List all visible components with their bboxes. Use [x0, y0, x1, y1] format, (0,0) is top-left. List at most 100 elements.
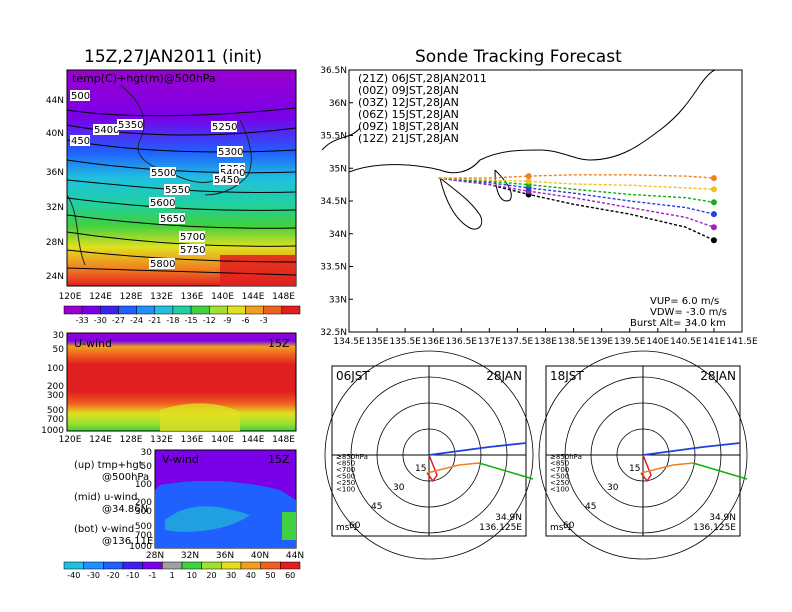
lon-tick-label: 135E: [366, 337, 389, 347]
param-vup: VUP= 6.0 m/s: [650, 296, 719, 307]
lat-tick-label: 28N: [46, 238, 64, 248]
note-up-2: @500hPa: [102, 472, 150, 483]
colorbar-tick-label: 50: [265, 571, 275, 580]
hodograph-time: 18JST: [550, 369, 584, 383]
legend-entry: (21Z) 06JST,28JAN2011: [358, 72, 487, 85]
hodograph-trace: [642, 442, 741, 456]
hodograph-ring: [538, 350, 748, 560]
hodograph-ring-label: 30: [607, 483, 619, 493]
lon-tick-label: 138E: [534, 337, 557, 347]
colorbar-swatch: [162, 561, 183, 570]
colorbar-swatch: [83, 561, 104, 570]
hodograph-ring-label: 45: [371, 502, 382, 512]
colorbar-tick-label: 1: [170, 571, 175, 580]
hodograph-trace: [426, 462, 480, 474]
lon-tick-label: 136E: [181, 435, 204, 445]
lon-tick-label: 137E: [478, 337, 501, 347]
contour-label-bg: [164, 184, 190, 195]
colorbar-tick-label: -27: [112, 316, 125, 325]
legend-entry: (03Z) 12JST,28JAN: [358, 96, 459, 109]
pressure-tick-label: 50: [141, 462, 153, 472]
track-endpoint: [710, 175, 717, 182]
lon-tick-label: 138.5E: [558, 337, 590, 347]
colorbar-swatch: [63, 561, 84, 570]
hodograph-level: <500: [550, 473, 569, 481]
lon-tick-label: 144E: [242, 292, 265, 302]
hodograph-ring-label: 15: [415, 464, 426, 474]
note-up-1: (up) tmp+hgt: [74, 460, 143, 471]
u-wind-label: U-wind: [74, 337, 112, 350]
lat-tick-label: 34.5N: [320, 197, 347, 207]
colorbar-swatch: [208, 305, 228, 315]
contour-label: 5550: [165, 185, 190, 196]
u-wind-panel: [66, 332, 297, 432]
hodograph-lat: 34.9N: [709, 513, 736, 523]
track-line: [438, 177, 714, 190]
colorbar-swatch: [263, 305, 283, 315]
pressure-tick-label: 200: [135, 498, 152, 508]
track-endpoint: [710, 237, 717, 244]
lat-tick-label: 28N: [146, 551, 164, 561]
lat-tick-label: 36N: [216, 551, 234, 561]
colorbar-swatch: [122, 561, 143, 570]
contour-label: 5300: [218, 147, 243, 158]
note-bot-2: @136.11E: [102, 536, 154, 547]
track-line: [438, 177, 715, 204]
track-endpoint: [710, 224, 717, 231]
hodograph-level: <100: [550, 486, 569, 494]
colorbar-swatch: [240, 561, 261, 570]
colorbar-swatch: [136, 305, 156, 315]
hodograph-level: ≥850hPa: [550, 453, 582, 461]
hodograph-lat: 34.9N: [495, 513, 522, 523]
contour-label: 450: [71, 136, 90, 147]
colorbar-swatch: [221, 561, 242, 570]
colorbar-tick-label: -30: [87, 571, 100, 580]
lon-tick-label: 140E: [211, 435, 234, 445]
top-map-label: temp(C)+hgt(m)@500hPa: [72, 72, 216, 85]
hodograph-level: <700: [550, 466, 569, 474]
lon-tick-label: 136E: [422, 337, 445, 347]
pressure-tick-label: 50: [53, 345, 65, 355]
hodograph-ring-label: 30: [393, 483, 405, 493]
contour-labels: 5400535052505300550053505400545055505600…: [70, 90, 245, 270]
param-vdw: VDW= -3.0 m/s: [650, 307, 727, 318]
hodograph-ring-label: 45: [585, 502, 596, 512]
v-wind-colorbar: -40 -30 -20 -10 -1 1 10 20 30 40 50 60: [63, 561, 301, 580]
lon-tick-label: 136.5E: [446, 337, 478, 347]
hodograph-trace: [478, 462, 534, 480]
contour-label-bg: [150, 167, 176, 178]
track-burst-point: [525, 178, 532, 185]
colorbar-swatch: [100, 305, 119, 315]
lat-tick-label: 34N: [329, 230, 347, 240]
contour-label: 500: [71, 91, 90, 102]
lon-tick-label: 148E: [272, 292, 295, 302]
colorbar-swatch: [260, 561, 281, 570]
pressure-tick-label: 300: [47, 391, 64, 401]
contour-label-bg: [149, 197, 175, 208]
track-endpoint: [710, 211, 717, 218]
contour-label: 5650: [160, 214, 185, 225]
hodograph-ring-label: 60: [349, 521, 361, 531]
colorbar-tick-label: 30: [226, 571, 236, 580]
v-wind-lat-ticks: 28N 32N 36N 40N 44N: [146, 551, 304, 561]
hodograph-trace: [426, 454, 438, 483]
hodograph-lon: 136.125E: [479, 523, 522, 533]
colorbar-swatch: [154, 305, 174, 315]
pressure-tick-label: 500: [135, 522, 152, 532]
colorbar-swatch: [190, 305, 210, 315]
lat-tick-label: 32.5N: [320, 328, 347, 338]
lon-tick-label: 137.5E: [502, 337, 534, 347]
track-legend: (21Z) 06JST,28JAN2011(00Z) 09JST,28JAN(0…: [358, 72, 487, 145]
lon-tick-label: 128E: [120, 292, 143, 302]
contour-label-bg: [159, 213, 185, 224]
lat-tick-label: 24N: [46, 272, 64, 282]
colorbar-tick-label: 40: [246, 571, 256, 580]
lon-tick-label: 140E: [646, 337, 669, 347]
colorbar-swatch: [103, 561, 124, 570]
track-line: [438, 174, 714, 179]
contour-label-bg: [70, 135, 90, 146]
colorbar-swatch: [227, 305, 246, 315]
top-map-lon-ticks: 120E 124E 128E 132E 136E 140E 144E 148E: [59, 292, 296, 302]
hodograph-level: <250: [336, 479, 355, 487]
